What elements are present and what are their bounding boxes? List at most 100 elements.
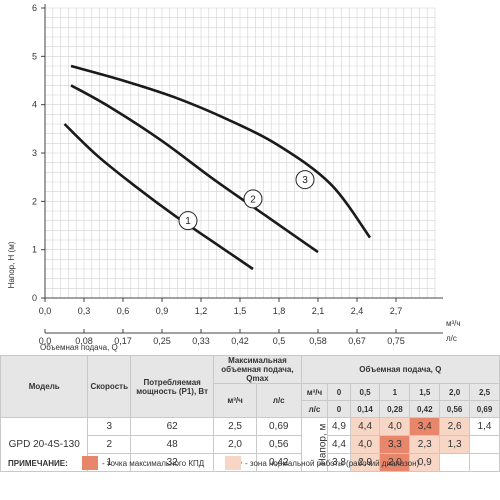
- model-name: GPD 20-4S-130: [0, 417, 89, 472]
- y-tick-label: 3: [32, 148, 37, 158]
- head-cell: 2,0: [379, 453, 411, 472]
- qmax-ls-cell: 0,69: [255, 417, 302, 436]
- y-tick-label: 1: [32, 245, 37, 255]
- chart-series: [63, 64, 372, 271]
- head-cell: 4,4: [349, 417, 381, 436]
- header-m3-unit: м³/ч: [300, 383, 329, 401]
- head-cell: 4,0: [349, 435, 381, 454]
- series-line-3: [70, 64, 372, 239]
- head-cell: 3,3: [379, 435, 411, 454]
- max-efficiency-text: - точка максимального КПД: [102, 459, 205, 468]
- speed-cell: 2: [87, 435, 132, 454]
- y-tick-label: 6: [32, 3, 37, 13]
- table-row: 2 48 2,0 0,56 4,4 4,0 3,3 2,3 1,3: [1, 435, 500, 454]
- x2-tick-label: 0,75: [387, 336, 405, 346]
- head-cell: [469, 435, 500, 454]
- head-cell: 2,6: [439, 417, 471, 436]
- qmax-ls-cell: 0,42: [255, 453, 302, 472]
- header-max-m3: м³/ч: [213, 383, 257, 418]
- header-ls-unit: л/с: [300, 400, 329, 418]
- y-tick-label: 0: [32, 293, 37, 303]
- series-marker-1: [178, 211, 198, 231]
- x-tick-label: 2,7: [390, 306, 403, 316]
- chart-tick-labels: 0,0 0,0 0,3 0,08 0,6 0,17 0,9 0,25 1,2 0,33 1,5 0,4…: [32, 3, 405, 346]
- q-ls-4: 0,56: [439, 400, 471, 418]
- x-tick-label: 0,6: [117, 306, 130, 316]
- table-row: 1 32 1,5 0,42 3,8 2,9 2,0 0,9: [1, 453, 500, 472]
- series-label-1: 1: [185, 216, 191, 227]
- x2-tick-label: 0,08: [75, 336, 93, 346]
- x2-tick-label: 0,58: [309, 336, 327, 346]
- note-title: ПРИМЕЧАНИЕ:: [8, 459, 68, 468]
- q-ls-0: 0: [327, 400, 351, 418]
- power-cell: 48: [130, 435, 215, 454]
- x-axis-label: Объемная подача, Q: [40, 343, 118, 352]
- head-cell: 2,9: [349, 453, 381, 472]
- head-cell: 4,0: [379, 417, 411, 436]
- x-tick-label: 2,1: [312, 306, 325, 316]
- q-ls-5: 0,69: [469, 400, 500, 418]
- y-tick-label: 4: [32, 100, 37, 110]
- x2-tick-label: 0,17: [114, 336, 132, 346]
- x-tick-label: 0,3: [78, 306, 91, 316]
- x-tick-label: 1,5: [234, 306, 247, 316]
- head-cell: 1,4: [469, 417, 500, 436]
- q-ls-3: 0,42: [409, 400, 441, 418]
- chart-grid: [44, 7, 436, 299]
- q-m3-1: 0,5: [349, 383, 381, 401]
- x2-tick-label: 0,0: [39, 336, 52, 346]
- x-tick-label: 2,4: [351, 306, 364, 316]
- table-row: GPD 20-4S-130 3 62 2,5 0,69 Напор, м 4,9…: [0, 417, 500, 472]
- header-power: Потребляемая мощность (P1), Вт: [130, 355, 215, 418]
- header-model: Модель: [0, 355, 89, 418]
- head-cell: 4,4: [327, 435, 351, 454]
- x-tick-label: 1,8: [273, 306, 286, 316]
- napor-label-cell: Напор, м: [300, 417, 329, 472]
- series-marker-3: [295, 170, 315, 190]
- series-line-2: [70, 84, 319, 254]
- qmax-m3-cell: 2,0: [213, 435, 257, 454]
- head-cell: 2,3: [409, 435, 441, 454]
- series-line-1: [63, 123, 254, 271]
- pump-curve-chart: 0,0 0,0 0,3 0,08 0,6 0,17 0,9 0,25 1,2 0,33 1,5 0,4…: [7, 3, 461, 352]
- speed-cell: 3: [87, 417, 132, 436]
- x2-tick-label: 0,25: [153, 336, 171, 346]
- series-marker-2: [243, 189, 263, 209]
- head-cell: 0,9: [409, 453, 441, 472]
- y-tick-label: 5: [32, 51, 37, 61]
- series-label-2: 2: [250, 194, 256, 205]
- normal-zone-swatch: [225, 456, 241, 470]
- chart-series-labels: 1 2 3: [178, 170, 315, 231]
- power-cell: 32: [130, 453, 215, 472]
- header-max-flow: Максимальная объемная подача, Qmax: [213, 355, 302, 384]
- y-axis-label: Напор, Н (м): [7, 241, 16, 288]
- x-tick-label: 1,2: [195, 306, 208, 316]
- legend-note: ПРИМЕЧАНИЕ: - точка максимального КПД - …: [0, 452, 500, 474]
- head-cell: 3,4: [409, 417, 441, 436]
- head-cell: 1,3: [439, 435, 471, 454]
- q-m3-2: 1: [379, 383, 411, 401]
- q-ls-2: 0,28: [379, 400, 411, 418]
- normal-zone-text: - зона нормальной работы (рабочий диапаз…: [245, 459, 420, 468]
- x-axis-unit-top: м³/ч: [446, 319, 461, 328]
- x2-tick-label: 0,33: [192, 336, 210, 346]
- q-m3-0: 0: [327, 383, 351, 401]
- x-axis-unit-bottom: л/с: [446, 334, 457, 343]
- x-tick-label: 0,0: [39, 306, 52, 316]
- head-cell: 4,9: [327, 417, 351, 436]
- chart-axes: [41, 4, 443, 334]
- qmax-ls-cell: 0,56: [255, 435, 302, 454]
- qmax-m3-cell: 2,5: [213, 417, 257, 436]
- max-efficiency-swatch: [82, 456, 98, 470]
- x2-tick-label: 0,5: [273, 336, 286, 346]
- q-m3-5: 2,5: [469, 383, 500, 401]
- power-cell: 62: [130, 417, 215, 436]
- x2-tick-label: 0,42: [231, 336, 249, 346]
- header-speed: Скорость: [87, 355, 132, 418]
- q-m3-3: 1,5: [409, 383, 441, 401]
- head-cell: [469, 453, 500, 472]
- x2-tick-label: 0,67: [348, 336, 366, 346]
- series-label-3: 3: [302, 175, 308, 186]
- head-cell: 3,8: [327, 453, 351, 472]
- header-max-ls: л/с: [255, 383, 302, 418]
